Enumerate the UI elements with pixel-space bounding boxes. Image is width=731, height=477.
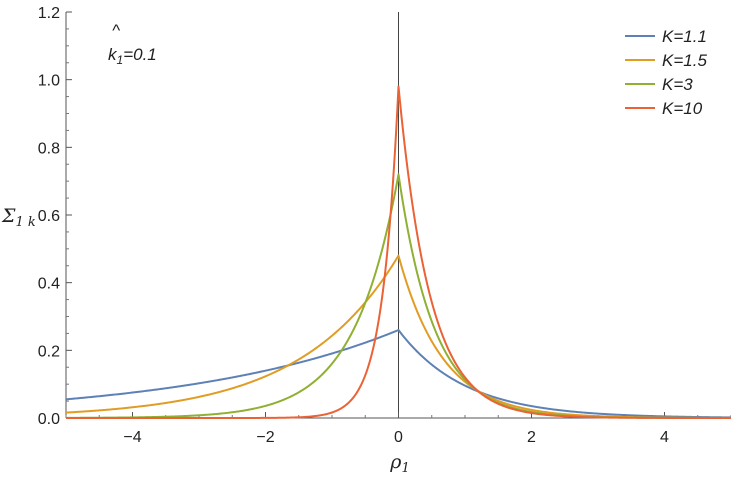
x-tick-label: −2 [256, 429, 274, 446]
annotation-hat: ^ [112, 21, 121, 40]
y-axis-label: Σ1 k [1, 205, 36, 230]
y-tick-label: 1.2 [38, 5, 60, 22]
legend-label: K=1.5 [662, 51, 707, 70]
x-tick-label: −4 [123, 429, 141, 446]
legend: K=1.1 K=1.5 K=3 K=10 [625, 27, 707, 118]
y-tick-label: 0.4 [38, 276, 60, 293]
y-tick-label: 0.8 [38, 140, 60, 157]
y-tick-label: 0.2 [38, 343, 60, 360]
svg-text:k1=0.1: k1=0.1 [108, 45, 157, 67]
legend-label: K=1.1 [662, 27, 707, 46]
legend-label: K=3 [662, 75, 693, 94]
annotation-rest: =0.1 [123, 45, 157, 64]
x-tick-label: 2 [527, 429, 536, 446]
annotation-sub: 1 [117, 53, 124, 67]
series-line-k-10 [66, 85, 731, 419]
legend-label: K=10 [662, 99, 703, 118]
annotation-k1: ^ k1=0.1 [108, 21, 157, 67]
y-tick-label: 0.0 [38, 411, 60, 428]
series-layer [65, 85, 731, 419]
x-axis-label: ρ1 [389, 451, 409, 476]
axes-layer: −4 −2 0 2 4 0.0 0.2 0.4 0.6 0.8 1.0 1.2 [38, 5, 731, 446]
series-line-k-1-1 [65, 329, 731, 419]
annotation-base: k [108, 45, 118, 64]
x-tick-label: 4 [660, 429, 669, 446]
y-tick-label: 0.6 [38, 208, 60, 225]
y-tick-label: 1.0 [38, 73, 60, 90]
x-tick-label: 0 [394, 429, 403, 446]
